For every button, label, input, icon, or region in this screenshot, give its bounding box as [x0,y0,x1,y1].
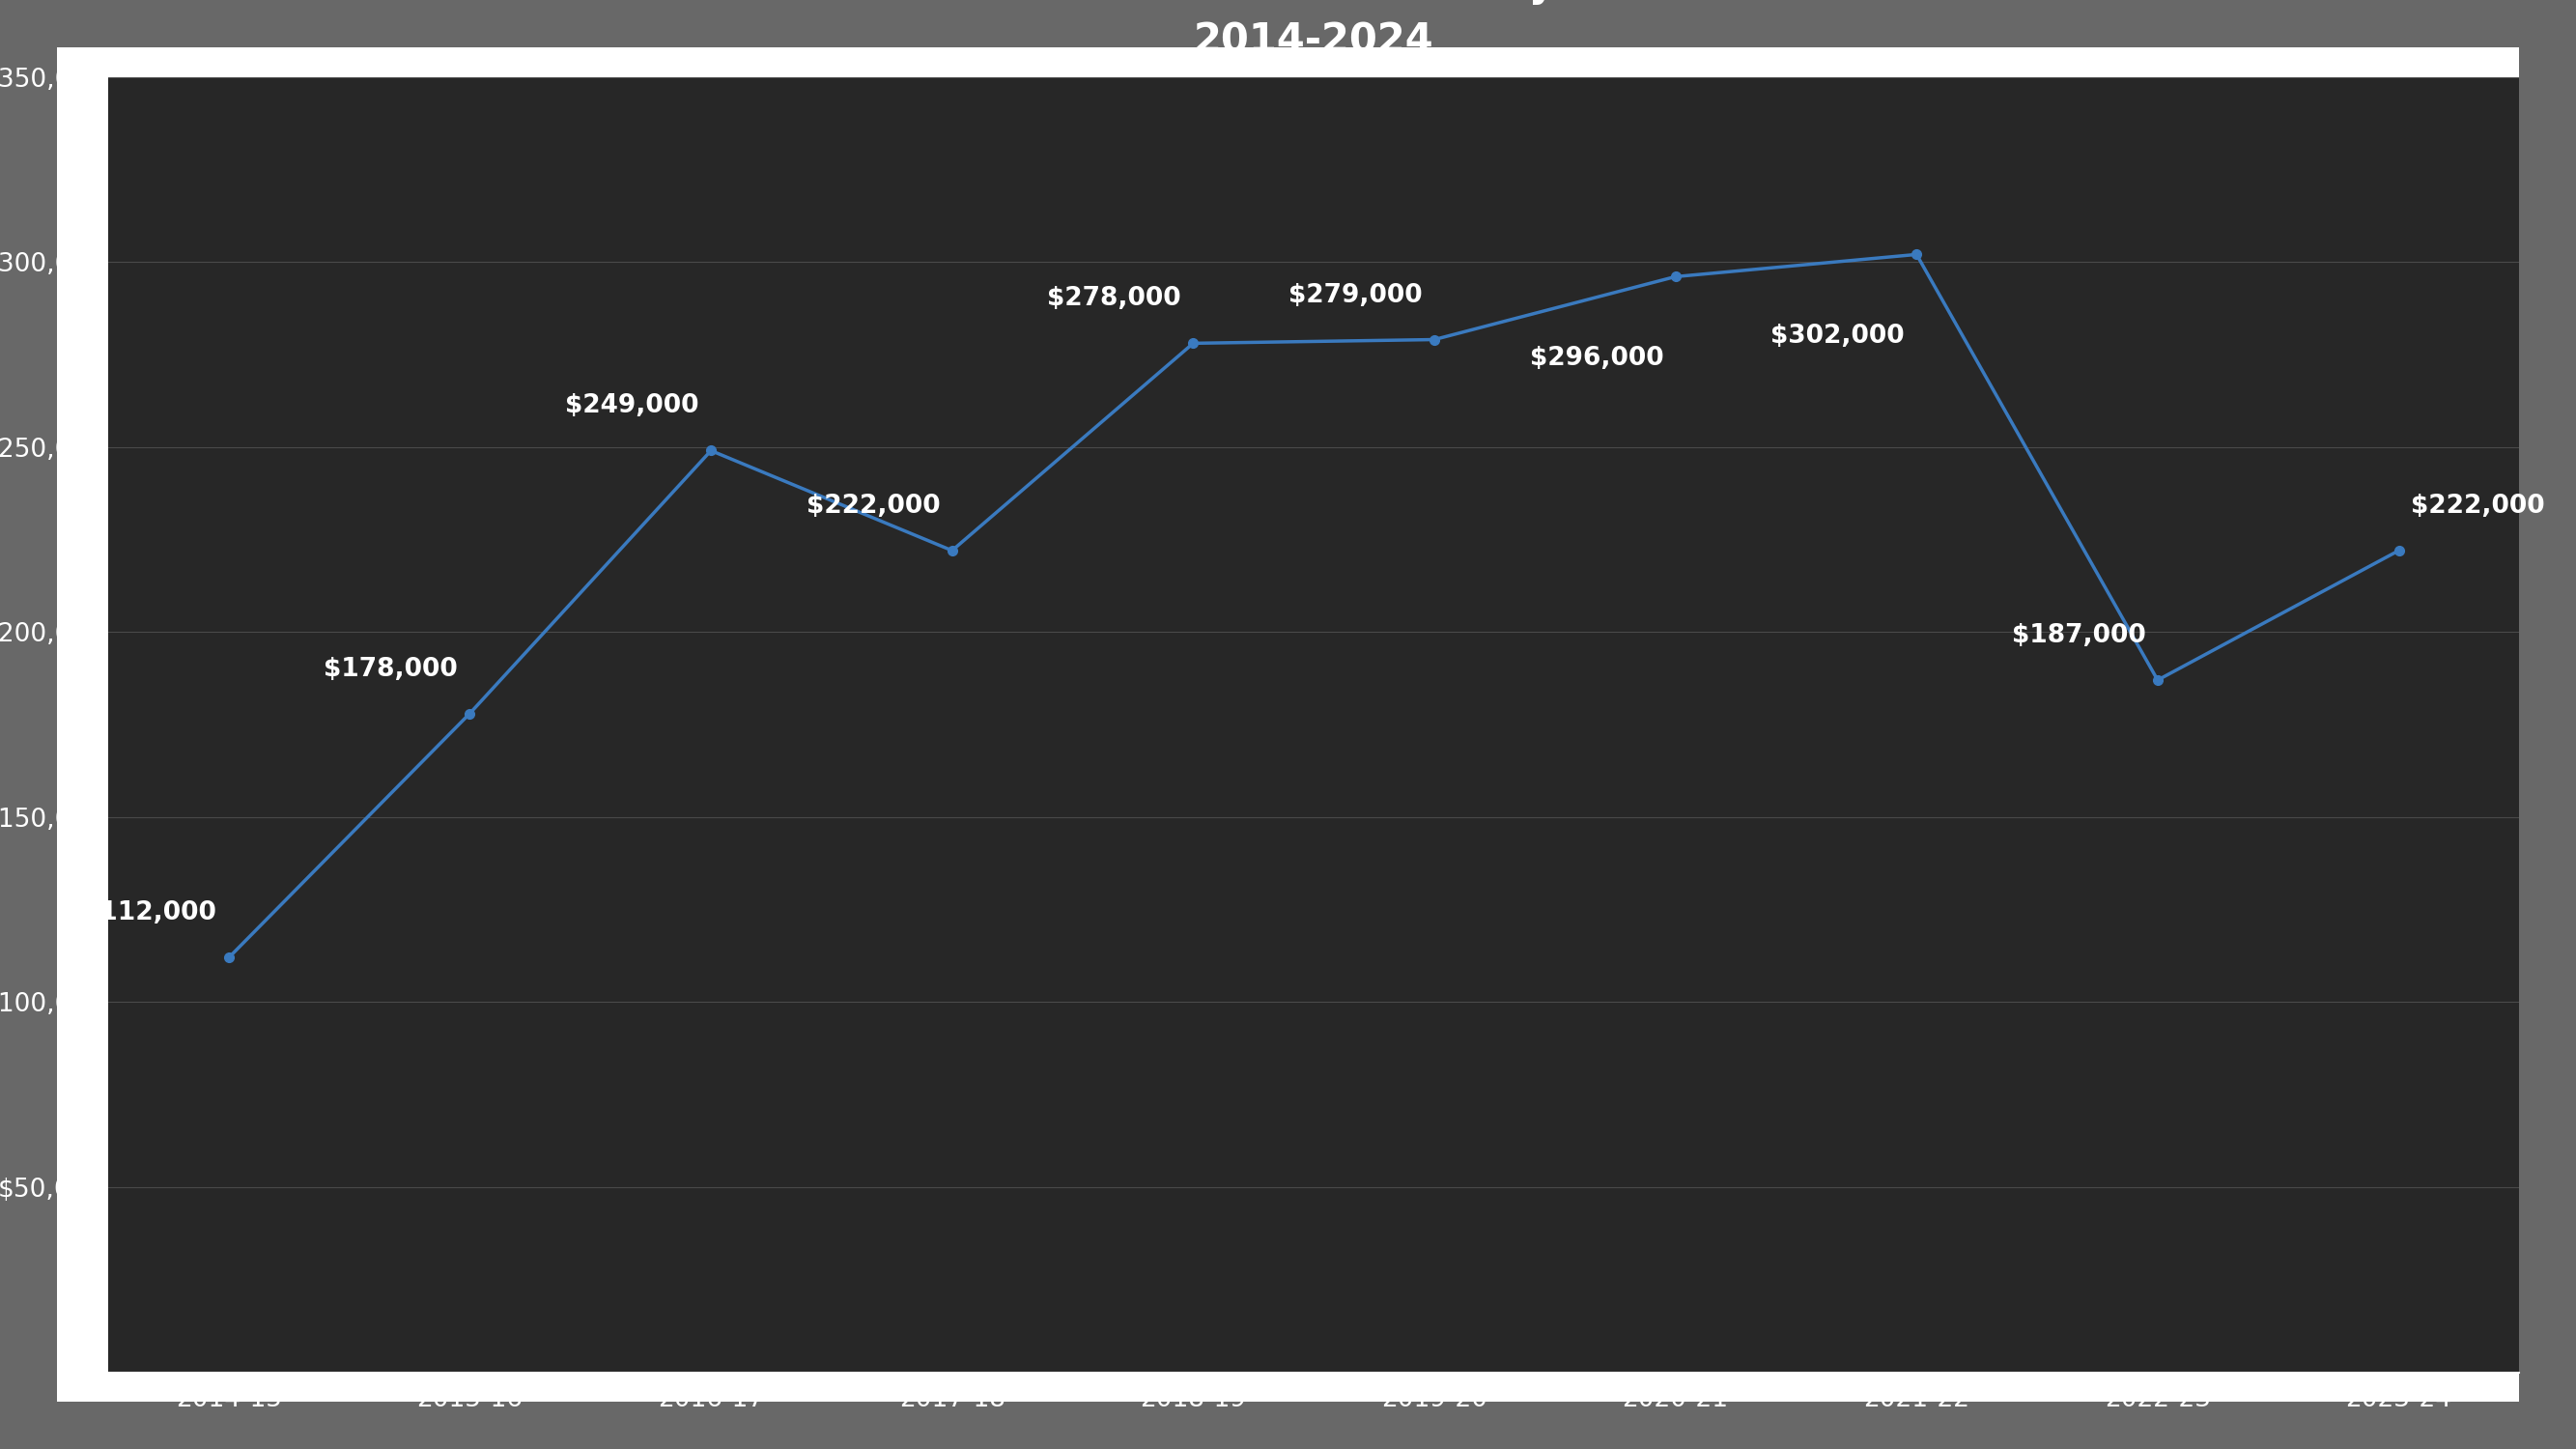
Text: $278,000: $278,000 [1048,287,1182,312]
Text: $222,000: $222,000 [806,494,940,519]
Text: $178,000: $178,000 [325,656,459,681]
Text: $279,000: $279,000 [1288,283,1422,307]
Text: $222,000: $222,000 [2411,494,2545,519]
Title: Fund Balance History
2014-2024: Fund Balance History 2014-2024 [1072,0,1556,61]
Text: $112,000: $112,000 [82,901,216,926]
Text: $187,000: $187,000 [2012,623,2146,648]
Text: $302,000: $302,000 [1770,323,1904,348]
Text: $296,000: $296,000 [1530,345,1664,371]
Text: $249,000: $249,000 [564,394,698,419]
